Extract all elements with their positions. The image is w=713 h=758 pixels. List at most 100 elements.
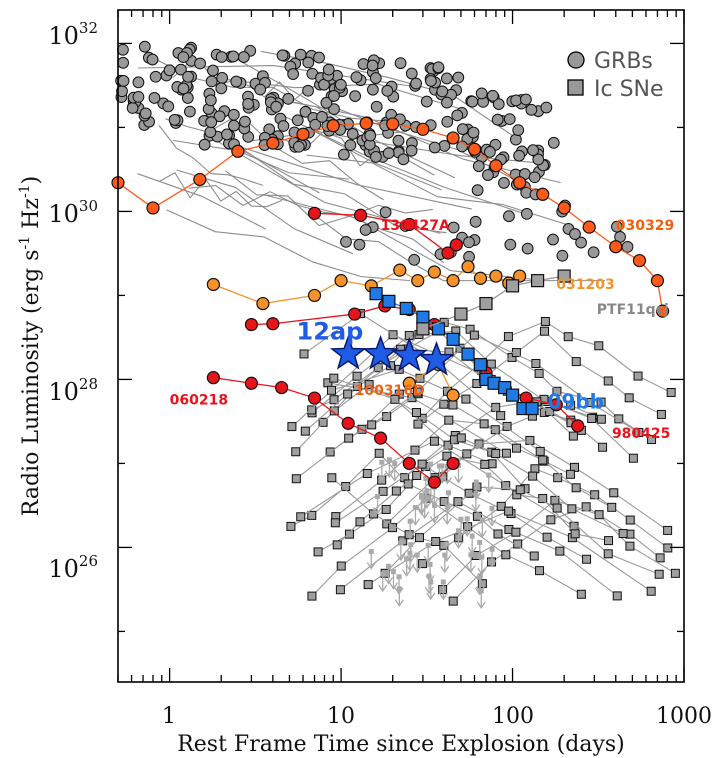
grb-point [117, 75, 130, 87]
grb-point [483, 146, 496, 158]
data-point-980425 [266, 317, 280, 331]
sn-point [362, 469, 372, 479]
upper-limit-arrow [443, 490, 454, 511]
upper-limit-head [388, 582, 399, 590]
upper-limit-head [405, 531, 415, 540]
grb-point [440, 72, 453, 85]
grb-point [287, 68, 300, 80]
upper-limit-arrow [402, 556, 412, 577]
sn-point [596, 397, 606, 407]
data-point-031203 [307, 288, 322, 303]
data-point-030329 [446, 131, 460, 145]
grb-point [540, 101, 553, 114]
data-point-060218 [446, 456, 460, 471]
upper-limit-head [466, 565, 476, 573]
data-point-980425 [549, 398, 563, 412]
grb-point [456, 123, 469, 136]
sn-point [624, 393, 634, 403]
sn-point [625, 515, 635, 525]
y-tick-base: 10 [48, 555, 79, 583]
data-point-12ap [418, 340, 455, 376]
grb-point [504, 238, 517, 251]
sn-point [614, 414, 624, 424]
sn-lightcurve-line [335, 437, 624, 535]
upper-limit-arrow [454, 528, 464, 549]
upper-limit-head [484, 485, 494, 494]
data-point-ptf11qcj [505, 279, 520, 293]
series-031203 [206, 260, 527, 311]
grb-point [126, 102, 139, 114]
background-data-layer [115, 40, 634, 282]
grb-point [547, 136, 560, 149]
grb-point [364, 129, 377, 142]
sn-point [571, 483, 581, 493]
sn-point [567, 504, 577, 514]
y-tick-label: 1030 [48, 197, 98, 228]
upper-limit-head [410, 518, 421, 526]
upper-limit-head [390, 474, 400, 482]
sn-point [590, 490, 600, 500]
sn-point [540, 326, 550, 336]
upper-limit-head [423, 556, 433, 564]
upper-limit-arrow [426, 579, 436, 601]
sn-point [329, 406, 339, 416]
data-point-030329 [326, 119, 340, 133]
grb-point [302, 84, 314, 97]
annotation-label-980425: 980425 [612, 426, 670, 442]
grb-point [320, 96, 333, 109]
grb-point [204, 94, 217, 107]
data-point-031203 [206, 277, 220, 292]
data-point-060218 [307, 391, 322, 405]
grb-point [276, 49, 289, 62]
sn-point [286, 521, 296, 531]
grb-point [228, 119, 240, 132]
grb-point [447, 221, 460, 234]
annotation-label-09bb: 09bb [548, 390, 604, 414]
sn-point [565, 469, 575, 479]
sn-point [296, 512, 306, 522]
grb-point [207, 64, 219, 77]
grb-point [392, 134, 405, 147]
upper-limit-arrow [394, 574, 404, 595]
sn-point [329, 395, 339, 405]
grb-point [322, 63, 335, 76]
sn-point [367, 420, 377, 430]
sn-point [634, 427, 644, 437]
sn-point [453, 497, 463, 507]
data-point-09bb [369, 287, 383, 301]
grb-point [205, 75, 218, 88]
grb-point [547, 233, 559, 246]
grb-point [510, 94, 522, 107]
upper-limit-arrow [366, 549, 376, 570]
sn-point [546, 515, 556, 525]
sn-point [307, 591, 317, 601]
x-axis-title: Rest Frame Time since Explosion (days) [177, 732, 625, 757]
sn-point [603, 376, 613, 386]
data-point-030329 [513, 176, 527, 190]
upper-limit-arrow [466, 552, 476, 573]
grb-point [277, 120, 290, 132]
data-point-09bb [416, 310, 430, 324]
upper-limit-arrow [487, 505, 497, 527]
grb-point [498, 177, 510, 189]
sn-point [618, 529, 628, 539]
grb-point [139, 107, 152, 120]
y-tick-exponent: 32 [79, 19, 98, 37]
grb-lightcurve-line [279, 113, 527, 215]
sn-point [535, 566, 545, 576]
upper-limit-arrow [424, 573, 434, 595]
data-point-030329 [231, 144, 245, 158]
sn-point [501, 481, 511, 491]
sn-point [343, 389, 353, 399]
sn-point [633, 371, 643, 381]
upper-limit-head [438, 592, 448, 601]
sn-point [603, 549, 613, 559]
sn-point [655, 553, 665, 563]
sn-point [418, 559, 428, 569]
sn-point [571, 357, 581, 367]
grb-point [328, 103, 340, 116]
grb-point [467, 126, 480, 139]
upper-limit-arrow [467, 533, 477, 555]
upper-limit-head [394, 599, 404, 607]
x-tick-label: 100 [492, 704, 534, 729]
